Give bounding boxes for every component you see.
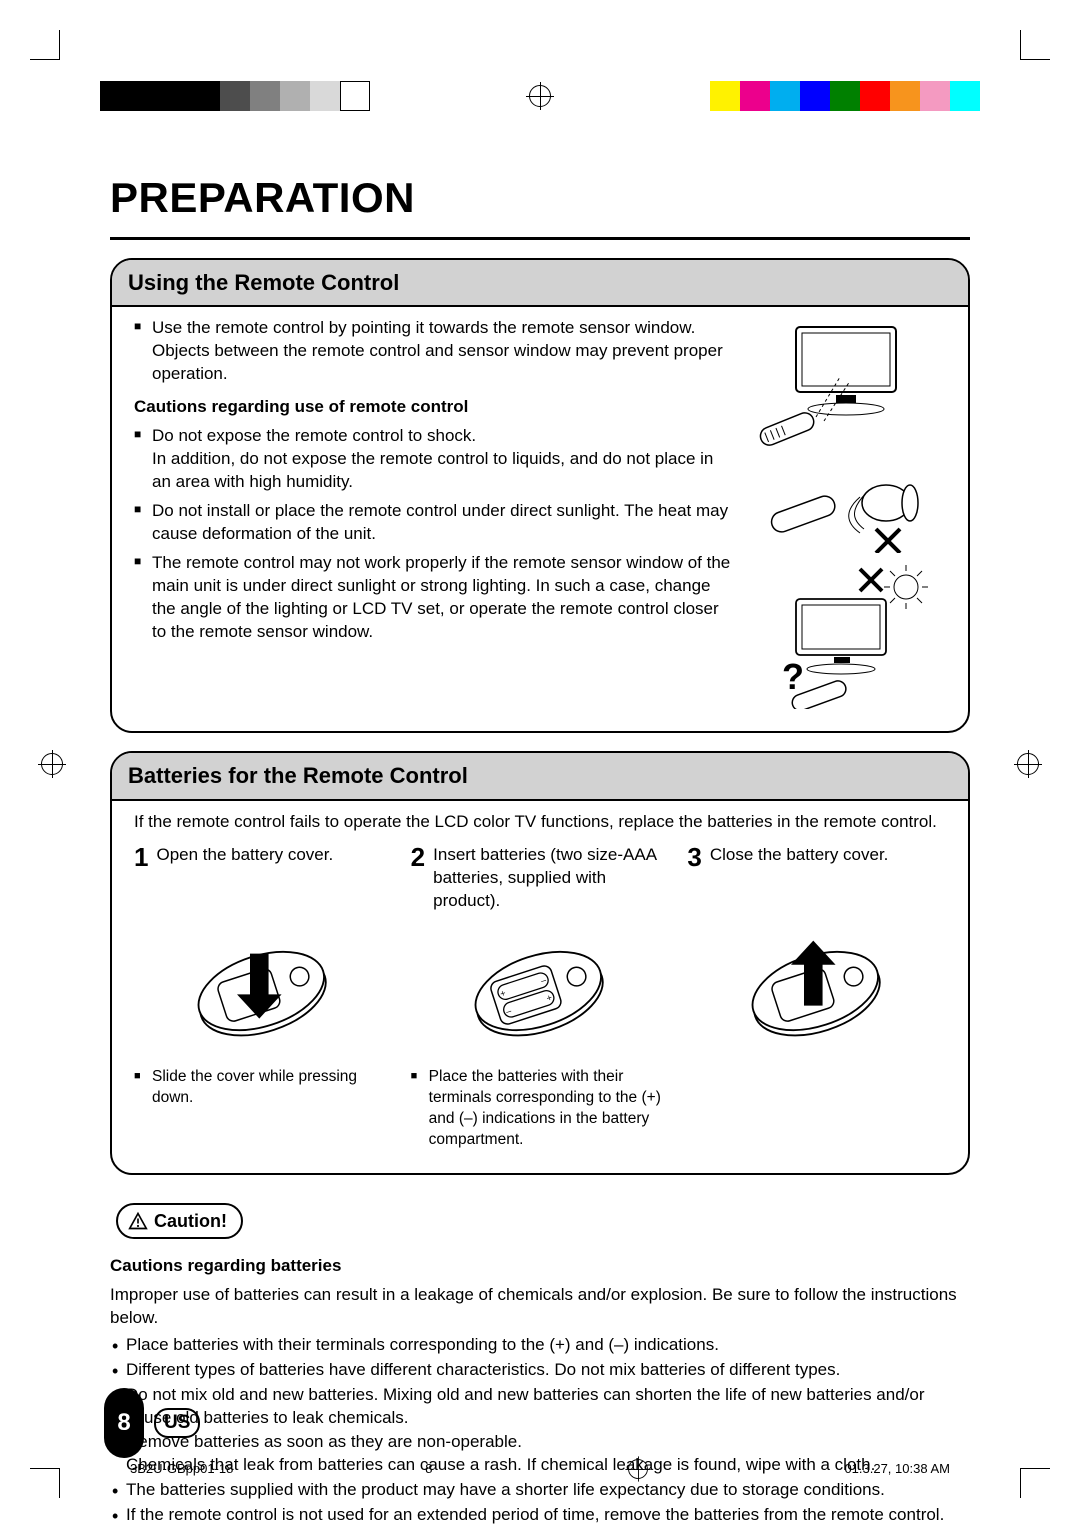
battery-step: 3 Close the battery cover.: [687, 844, 946, 1151]
imprint-footer: 3B2U-GBpp01-18 8 01.3.27, 10:38 AM: [130, 1455, 950, 1483]
step-number: 2: [411, 844, 425, 870]
registration-mark-icon: [526, 82, 554, 110]
title-rule: [110, 237, 970, 240]
step-number: 1: [134, 844, 148, 870]
subheading: Cautions regarding use of remote control: [134, 396, 732, 419]
section-batteries: Batteries for the Remote Control If the …: [110, 751, 970, 1174]
caution-bullet: Different types of batteries have differ…: [110, 1359, 970, 1382]
page-content: PREPARATION Using the Remote Control Use…: [110, 170, 970, 1408]
remote-illustration: [687, 922, 946, 1059]
step-text: Close the battery cover.: [710, 844, 889, 867]
step-text: Insert batteries (two size-AAA batteries…: [433, 844, 669, 913]
registration-mark-icon: [626, 1456, 651, 1481]
section-header: Using the Remote Control: [112, 260, 968, 308]
caution-bullet: Place batteries with their terminals cor…: [110, 1334, 970, 1357]
step-note: Slide the cover while pressing down.: [134, 1067, 393, 1109]
folio: 8: [425, 1460, 432, 1478]
caution-intro: Improper use of batteries can result in …: [110, 1284, 970, 1330]
remote-illustration: +––+: [411, 922, 670, 1059]
intro-text: Use the remote control by pointing it to…: [134, 317, 732, 386]
page-title: PREPARATION: [110, 170, 970, 227]
subheading: Cautions regarding batteries: [110, 1255, 970, 1278]
step-number: 3: [687, 844, 701, 870]
registration-mark-icon: [1014, 750, 1042, 778]
caution-item: The remote control may not work properly…: [134, 552, 732, 644]
caution-bullet: Do not mix old and new batteries. Mixing…: [110, 1384, 970, 1430]
warning-icon: [128, 1211, 148, 1231]
page-number: 8: [104, 1388, 144, 1458]
battery-step: 1 Open the battery cover. Slide the cover …: [134, 844, 393, 1151]
section-header: Batteries for the Remote Control: [112, 753, 968, 801]
step-text: Open the battery cover.: [156, 844, 333, 867]
doc-code: 3B2U-GBpp01-18: [130, 1460, 233, 1478]
caution-item: Do not install or place the remote contr…: [134, 500, 732, 546]
intro-text: If the remote control fails to operate t…: [134, 811, 946, 834]
caution-pill: Caution!: [116, 1203, 243, 1239]
step-note: Place the batteries with their terminals…: [411, 1067, 670, 1151]
section-using-remote: Using the Remote Control Use the remote …: [110, 258, 970, 734]
region-pill: US: [154, 1408, 200, 1438]
caution-bullet: If the remote control is not used for an…: [110, 1504, 970, 1527]
timestamp: 01.3.27, 10:38 AM: [844, 1460, 950, 1478]
battery-step: 2 Insert batteries (two size-AAA batterie…: [411, 844, 670, 1151]
registration-mark-icon: [38, 750, 66, 778]
tv-remote-illustration: ?: [746, 317, 946, 709]
caution-item: Do not expose the remote control to shoc…: [134, 425, 732, 494]
print-registration-bars: [0, 78, 1080, 114]
page-footer-badge: 8 US: [104, 1388, 200, 1458]
caution-label: Caution!: [154, 1209, 227, 1233]
svg-text:?: ?: [782, 656, 804, 697]
remote-illustration: [134, 922, 393, 1059]
